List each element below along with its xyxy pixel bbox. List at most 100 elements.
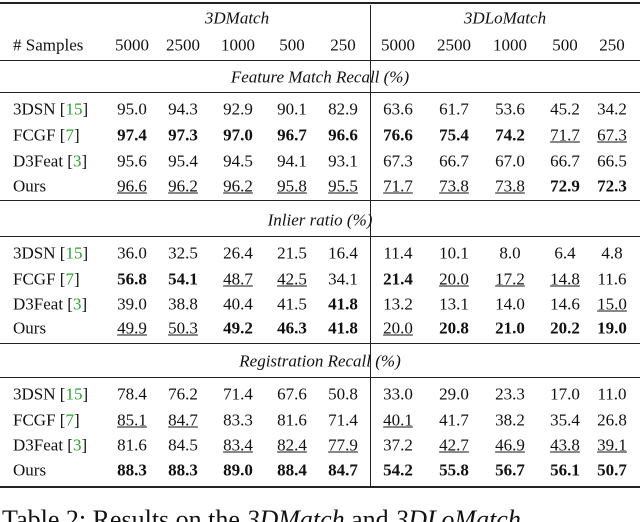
cell-value: 94.1 [277, 151, 307, 171]
cell-value: 20.0 [439, 269, 469, 289]
cell-value: 48.7 [223, 269, 253, 289]
cite-ref: 15 [65, 243, 83, 263]
cell-value: 13.1 [439, 294, 469, 314]
caption-part: 3DMatch [246, 505, 345, 522]
method-name: FCGF [7] [13, 412, 80, 429]
method: D3Feat [13, 435, 64, 455]
sample-size: 250 [599, 35, 625, 55]
cell-value: 73.8 [495, 176, 525, 196]
caption-part: Table 2: Results on the [2, 505, 247, 522]
cell-value: 38.8 [168, 294, 198, 314]
cell-value: 89.0 [223, 460, 253, 480]
cell-value: 67.0 [495, 151, 525, 171]
cell-value: 75.4 [439, 125, 469, 145]
cell-value: 21.4 [383, 269, 413, 289]
method: D3Feat [13, 151, 64, 171]
cell-value: 39.1 [597, 435, 627, 455]
caption-part: 3DLoMatch [395, 505, 521, 522]
cite-ref: 7 [65, 410, 74, 430]
cite-open: [ [67, 435, 73, 455]
cell-value: 82.4 [277, 435, 307, 455]
cite-close: ] [82, 384, 89, 404]
cell-value: 97.4 [117, 125, 147, 145]
rule [0, 60, 640, 61]
cell-value: 50.3 [168, 318, 198, 338]
cite-close: ] [73, 125, 80, 145]
sample-size: 5000 [381, 35, 415, 55]
cell-value: 15.0 [597, 294, 627, 314]
cell-value: 94.5 [223, 151, 253, 171]
cell-value: 11.4 [383, 243, 413, 263]
rule [0, 377, 640, 378]
cell-value: 45.2 [550, 99, 580, 119]
cell-value: 63.6 [383, 99, 413, 119]
method: D3Feat [13, 294, 64, 314]
cite-ref: 3 [72, 435, 82, 455]
cell-value: 42.7 [439, 435, 469, 455]
cell-value: 90.1 [277, 99, 307, 119]
cell-value: 13.2 [383, 294, 413, 314]
cell-value: 17.0 [550, 384, 580, 404]
cite-open: [ [67, 151, 73, 171]
cell-value: 41.5 [277, 294, 307, 314]
cell-value: 92.9 [223, 99, 253, 119]
cell-value: 84.7 [168, 410, 198, 430]
cell-value: 14.0 [495, 294, 525, 314]
cell-value: 96.6 [328, 125, 358, 145]
rule [0, 200, 640, 201]
column-divider [370, 5, 371, 486]
cell-value: 71.4 [223, 384, 253, 404]
cell-value: 56.7 [495, 460, 525, 480]
method-name: D3Feat [3] [13, 437, 87, 454]
cell-value: 11.0 [597, 384, 627, 404]
cite-open: [ [59, 99, 66, 119]
cell-value: 95.4 [168, 151, 198, 171]
cell-value: 81.6 [117, 435, 147, 455]
cell-value: 41.8 [328, 294, 358, 314]
sample-size: 500 [279, 35, 305, 55]
cell-value: 36.0 [117, 243, 147, 263]
cell-value: 6.4 [554, 243, 576, 263]
cell-value: 96.7 [277, 125, 307, 145]
cell-value: 41.7 [439, 410, 469, 430]
cell-value: 71.4 [328, 410, 358, 430]
rule [0, 343, 640, 344]
cell-value: 50.7 [597, 460, 627, 480]
cell-value: 76.6 [383, 125, 413, 145]
cell-value: 73.8 [439, 176, 469, 196]
cell-value: 26.8 [597, 410, 627, 430]
rule [0, 2, 640, 4]
cell-value: 95.0 [117, 99, 147, 119]
cell-value: 32.5 [168, 243, 198, 263]
cell-value: 72.3 [597, 176, 627, 196]
cite-close: ] [81, 294, 88, 314]
cite-ref: 7 [65, 125, 74, 145]
cell-value: 20.0 [383, 318, 413, 338]
cell-value: 84.7 [328, 460, 358, 480]
cell-value: 77.9 [328, 435, 358, 455]
section-title: Inlier ratio (%) [267, 210, 373, 230]
rule [0, 236, 640, 237]
cite-open: [ [59, 269, 66, 289]
method: 3DSN [13, 99, 56, 119]
cell-value: 38.2 [495, 410, 525, 430]
method-name: D3Feat [3] [13, 153, 87, 170]
cell-value: 19.0 [597, 318, 627, 338]
group-header: 3DLoMatch [463, 8, 547, 28]
cell-value: 43.8 [550, 435, 580, 455]
cell-value: 29.0 [439, 384, 469, 404]
cell-value: 46.9 [495, 435, 525, 455]
caption-part: and [344, 505, 396, 522]
method-name: FCGF [7] [13, 271, 80, 288]
cell-value: 39.0 [117, 294, 147, 314]
method: 3DSN [13, 243, 56, 263]
cell-value: 66.7 [550, 151, 580, 171]
cell-value: 72.9 [550, 176, 580, 196]
cite-ref: 15 [65, 384, 83, 404]
cell-value: 49.9 [117, 318, 147, 338]
section-title: Registration Recall (%) [239, 351, 401, 371]
cell-value: 35.4 [550, 410, 580, 430]
cell-value: 74.2 [495, 125, 525, 145]
cell-value: 67.6 [277, 384, 307, 404]
